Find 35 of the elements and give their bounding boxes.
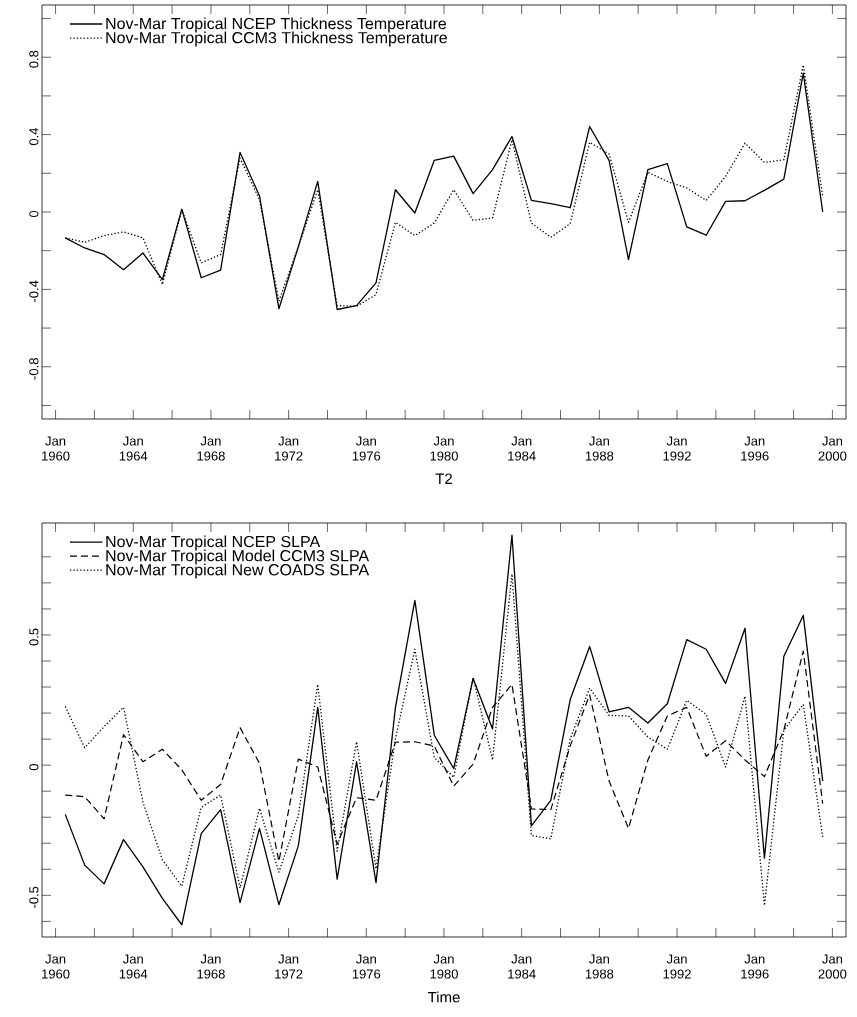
x-tick-label: Jan 1992 xyxy=(663,436,691,461)
x-tick-label: Jan 1972 xyxy=(275,436,303,461)
x-tick-label: Jan 1968 xyxy=(197,436,225,461)
x-tick-label: Jan 1964 xyxy=(119,954,148,979)
y-tick-label: -0.8 xyxy=(29,358,39,380)
legend-label: Nov-Mar Tropical Model CCM3 SLPA xyxy=(106,549,370,565)
y-tick-label: 0.4 xyxy=(29,127,39,146)
x-tick-label: Jan 1960 xyxy=(42,954,70,979)
legend-label: Nov-Mar Tropical CCM3 Thickness Temperature xyxy=(106,31,448,47)
x-tick-label: Jan 1960 xyxy=(42,436,70,461)
x-tick-label: Jan 1988 xyxy=(586,954,614,979)
x-tick-label: Jan 1984 xyxy=(508,954,536,979)
x-tick-label: Jan 1980 xyxy=(430,954,459,979)
x-tick-label: Jan 1980 xyxy=(430,436,459,461)
x-tick-label: Jan 1964 xyxy=(119,436,148,461)
x-axis-title: Time xyxy=(428,991,460,1003)
x-tick-label: Jan 1976 xyxy=(352,954,381,979)
x-tick-label: Jan 1996 xyxy=(741,954,769,979)
x-tick-label: Jan 2000 xyxy=(818,954,847,979)
x-tick-label: Jan 1988 xyxy=(586,436,614,461)
y-tick-label: 0 xyxy=(29,764,39,771)
x-axis-title: T2 xyxy=(435,473,453,484)
y-tick-label: -0.4 xyxy=(29,280,39,302)
x-tick-label: Jan 1976 xyxy=(352,436,381,461)
y-tick-label: 0.8 xyxy=(29,50,39,68)
x-tick-label: Jan 1996 xyxy=(741,436,769,461)
x-tick-label: Jan 2000 xyxy=(818,436,847,461)
x-tick-label: Jan 1972 xyxy=(275,954,303,979)
x-tick-label: Jan 1992 xyxy=(663,954,691,979)
legend-label: Nov-Mar Tropical New COADS SLPA xyxy=(106,563,370,579)
y-tick-label: 0.5 xyxy=(29,628,39,646)
x-tick-label: Jan 1984 xyxy=(508,436,536,461)
y-tick-label: 0 xyxy=(29,210,39,218)
x-tick-label: Jan 1968 xyxy=(197,954,225,979)
y-tick-label: -0.5 xyxy=(29,886,39,908)
